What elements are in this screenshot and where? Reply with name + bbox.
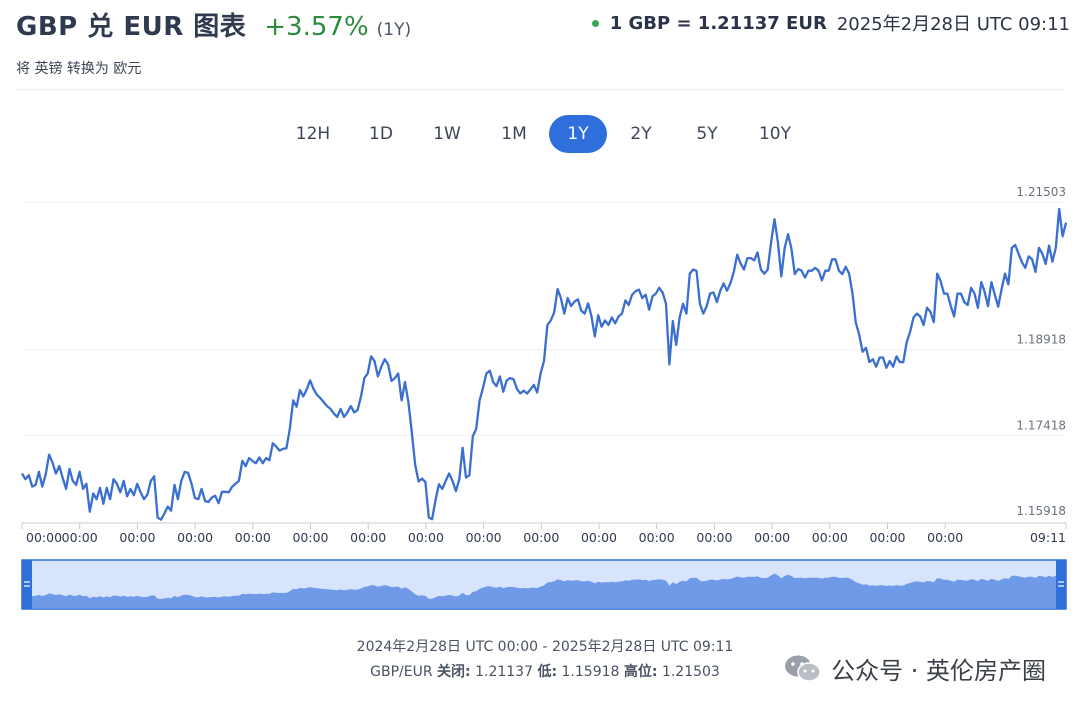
header-divider (16, 89, 1064, 90)
x-tick-label: 00:00 (696, 530, 732, 545)
x-tick-label: 00:00 (350, 530, 386, 545)
tab-1y[interactable]: 1Y (549, 115, 607, 153)
x-tick-label: 00:00 (869, 530, 905, 545)
x-tick-label: 00:00 (292, 530, 328, 545)
navigator-handle-right[interactable] (1056, 560, 1066, 609)
high-value: 1.21503 (661, 664, 720, 680)
grid-lines (22, 201, 1066, 436)
tab-10y[interactable]: 10Y (758, 124, 792, 144)
low-label: 低: (537, 664, 558, 680)
x-tick-label: 00:00 (26, 530, 62, 545)
period-tabs: 12H 1D 1W 1M 1Y 2Y 5Y 10Y (0, 115, 1080, 153)
current-rate: 1 GBP = 1.21137 EUR (609, 12, 827, 34)
x-tick-label: 00:00 (119, 530, 155, 545)
x-tick-label: 00:00 (639, 530, 675, 545)
watermark: 公众号 · 英伦房产圈 (783, 651, 1046, 686)
navigator-area (22, 572, 1066, 608)
subtitle: 将 英镑 转换为 欧元 (16, 61, 142, 77)
tab-1w[interactable]: 1W (433, 124, 461, 144)
page-title: GBP 兑 EUR 图表 (16, 12, 247, 42)
high-label: 高位: (623, 664, 658, 680)
tab-1d[interactable]: 1D (369, 124, 393, 144)
close-value: 1.21137 (475, 664, 533, 680)
x-tick-label: 00:00 (523, 530, 559, 545)
tab-2y[interactable]: 2Y (630, 124, 652, 144)
y-tick-label: 1.21503 (1016, 185, 1066, 199)
low-value: 1.15918 (561, 664, 620, 680)
pair-label: GBP/EUR (370, 664, 433, 680)
tab-5y[interactable]: 5Y (696, 124, 718, 144)
rate-timestamp: 2025年2月28日 UTC 09:11 (836, 14, 1070, 35)
change-percent: +3.57% (264, 12, 369, 42)
y-tick-label: 1.17418 (1016, 418, 1066, 432)
live-indicator-icon (591, 19, 599, 27)
y-tick-label: 1.18918 (1016, 333, 1066, 347)
y-axis-labels: 1.21503 1.18918 1.17418 1.15918 (1016, 185, 1066, 518)
x-tick-label: 00:00 (408, 530, 444, 545)
x-axis-labels: 00:00 00:00 00:00 00:00 00:00 00:00 00:00 00:00… (26, 530, 1066, 545)
x-tick-label: 00:00 (62, 530, 98, 545)
period-label: (1Y) (376, 20, 412, 40)
navigator-handle-left[interactable] (22, 560, 32, 609)
x-tick-label: 00:00 (235, 530, 271, 545)
rate-summary: 1 GBP = 1.21137 EUR 2025年2月28日 UTC 09:11 (591, 10, 1070, 36)
x-tick-label: 00:00 (581, 530, 617, 545)
tab-1m[interactable]: 1M (501, 124, 527, 144)
x-tick-label: 09:11 (1030, 530, 1066, 545)
date-range: 2024年2月28日 UTC 00:00 - 2025年2月28日 UTC 09… (356, 639, 734, 655)
close-label: 关闭: (437, 664, 471, 680)
x-tick-label: 00:00 (754, 530, 790, 545)
chart-header: GBP 兑 EUR 图表 +3.57% (1Y) (16, 6, 411, 43)
x-axis-ticks (21, 523, 1067, 529)
y-tick-label: 1.15918 (1016, 504, 1066, 518)
range-navigator[interactable] (21, 559, 1067, 610)
series-line (21, 207, 1068, 521)
x-tick-label: 00:00 (812, 530, 848, 545)
tab-12h[interactable]: 12H (295, 124, 331, 144)
wechat-icon (785, 655, 821, 682)
x-tick-label: 00:00 (177, 530, 213, 545)
rate-stats: GBP/EUR 关闭: 1.21137 低: 1.15918 高位: 1.215… (0, 661, 1080, 681)
x-tick-label: 00:00 (927, 530, 963, 545)
watermark-text: 公众号 · 英伦房产圈 (831, 657, 1046, 685)
x-tick-label: 00:00 (466, 530, 502, 545)
